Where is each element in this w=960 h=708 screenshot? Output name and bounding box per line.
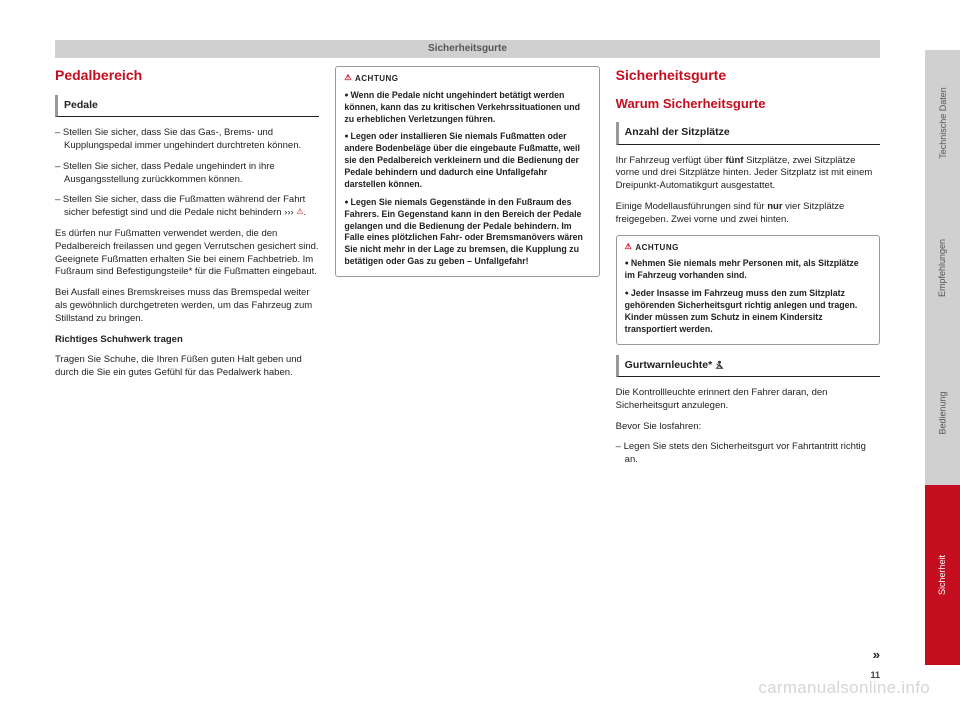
paragraph: Die Kontrollleuchte erinnert den Fahrer … xyxy=(616,387,880,413)
subheading-gurtwarnleuchte: Gurtwarnleuchte* xyxy=(616,355,880,377)
achtung-heading: ⚠ACHTUNG xyxy=(344,73,590,85)
achtung-label: ACHTUNG xyxy=(355,74,399,83)
seatbelt-icon xyxy=(715,360,724,369)
subheading-pedale: Pedale xyxy=(55,95,319,117)
paragraph: Ihr Fahrzeug verfügt über fünf Sitzplätz… xyxy=(616,155,880,193)
continuation-icon: » xyxy=(873,647,880,662)
achtung-item: Legen Sie niemals Gegenstände in den Fuß… xyxy=(344,197,590,268)
list-item: – Stellen Sie sicher, dass die Fußmatten… xyxy=(55,194,319,220)
tab-technische-daten[interactable]: Technische Daten xyxy=(925,50,960,195)
text-span: Ihr Fahrzeug verfügt über xyxy=(616,155,726,166)
achtung-item: Nehmen Sie niemals mehr Personen mit, al… xyxy=(625,258,871,282)
bold-span: fünf xyxy=(726,155,744,166)
paragraph: Bei Ausfall eines Bremskreises muss das … xyxy=(55,287,319,325)
list-item-text: – Stellen Sie sicher, dass die Fußmatten… xyxy=(55,194,305,218)
warning-icon: ⚠ xyxy=(625,242,633,251)
content-columns: Pedalbereich Pedale – Stellen Sie sicher… xyxy=(55,66,880,475)
heading-warum: Warum Sicherheitsgurte xyxy=(616,95,880,113)
heading-sicherheitsgurte: Sicherheitsgurte xyxy=(616,66,880,85)
subheading-anzahl: Anzahl der Sitzplätze xyxy=(616,122,880,144)
tab-label: Sicherheit xyxy=(938,555,948,595)
paragraph: Tragen Sie Schuhe, die Ihren Füßen guten… xyxy=(55,354,319,380)
bold-span: nur xyxy=(767,201,782,212)
text-span: Einige Modellausführungen sind für xyxy=(616,201,768,212)
tab-label: Bedienung xyxy=(938,391,948,434)
heading-pedalbereich: Pedalbereich xyxy=(55,66,319,85)
list-item: – Stellen Sie sicher, dass Sie das Gas-,… xyxy=(55,127,319,153)
tab-label: Empfehlungen xyxy=(938,238,948,296)
watermark: carmanualsonline.info xyxy=(758,678,930,698)
list-item: – Stellen Sie sicher, dass Pedale ungehi… xyxy=(55,161,319,187)
achtung-heading: ⚠ACHTUNG xyxy=(625,242,871,254)
achtung-item: Wenn die Pedale nicht ungehindert betäti… xyxy=(344,90,590,126)
tab-label: Technische Daten xyxy=(938,87,948,159)
tab-bedienung[interactable]: Bedienung xyxy=(925,340,960,485)
achtung-box: ⚠ACHTUNG Wenn die Pedale nicht ungehinde… xyxy=(335,66,599,277)
page-header-bar: Sicherheitsgurte xyxy=(55,40,880,58)
paragraph: Einige Modellausführungen sind für nur v… xyxy=(616,201,880,227)
warning-icon: ⚠ xyxy=(296,207,303,216)
achtung-item: Legen oder installieren Sie niemals Fußm… xyxy=(344,131,590,190)
tab-sicherheit[interactable]: Sicherheit xyxy=(925,485,960,665)
warning-icon: ⚠ xyxy=(344,73,352,82)
column-1: Pedalbereich Pedale – Stellen Sie sicher… xyxy=(55,66,319,475)
subheading-text: Gurtwarnleuchte* xyxy=(625,359,715,371)
achtung-item: Jeder Insasse im Fahrzeug muss den zum S… xyxy=(625,288,871,336)
paragraph: Es dürfen nur Fußmatten verwendet werden… xyxy=(55,228,319,279)
tab-empfehlungen[interactable]: Empfehlungen xyxy=(925,195,960,340)
column-2: ⚠ACHTUNG Wenn die Pedale nicht ungehinde… xyxy=(335,66,599,475)
paragraph: Bevor Sie losfahren: xyxy=(616,421,880,434)
achtung-label: ACHTUNG xyxy=(635,243,679,252)
column-3: Sicherheitsgurte Warum Sicherheitsgurte … xyxy=(616,66,880,475)
side-tabs: Technische Daten Empfehlungen Bedienung … xyxy=(925,50,960,665)
achtung-box: ⚠ACHTUNG Nehmen Sie niemals mehr Persone… xyxy=(616,235,880,345)
list-item: – Legen Sie stets den Sicherheitsgurt vo… xyxy=(616,441,880,467)
bold-paragraph: Richtiges Schuhwerk tragen xyxy=(55,334,319,347)
manual-page: Sicherheitsgurte Pedalbereich Pedale – S… xyxy=(55,40,880,680)
